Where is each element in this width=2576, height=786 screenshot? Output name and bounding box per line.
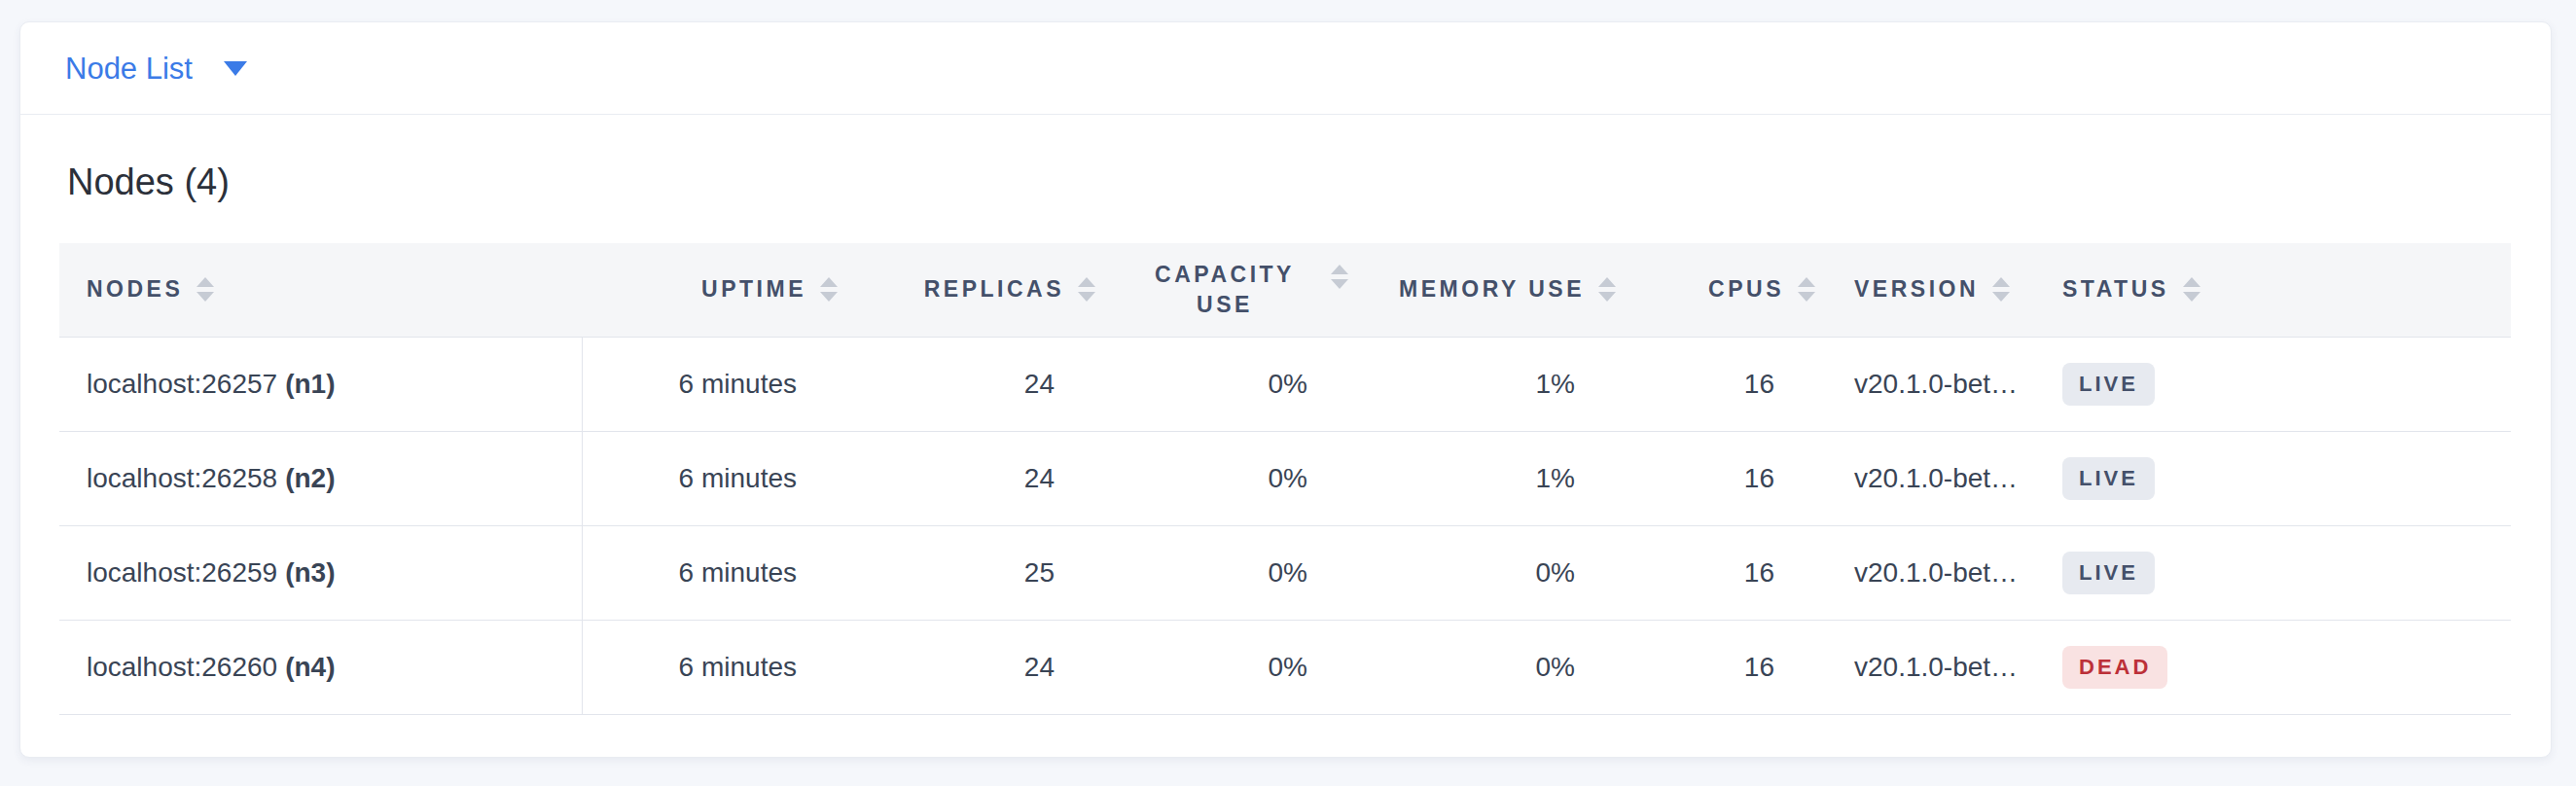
sort-icon[interactable] [820, 277, 838, 302]
memory-use-cell: 1% [1358, 338, 1626, 432]
sort-icon[interactable] [1598, 277, 1616, 302]
caret-down-icon [224, 61, 247, 76]
view-selector-dropdown[interactable]: Node List [65, 54, 247, 84]
status-badge: LIVE [2062, 457, 2155, 500]
memory-use-cell: 0% [1358, 526, 1626, 621]
sort-icon[interactable] [1078, 277, 1095, 302]
uptime-cell: 6 minutes [582, 621, 847, 715]
node-id: (n3) [285, 557, 335, 588]
node-id: (n4) [285, 652, 335, 682]
sort-icon[interactable] [1798, 277, 1815, 302]
column-header-uptime[interactable]: UPTIME [582, 243, 847, 338]
status-badge: DEAD [2062, 646, 2167, 689]
nodes-table: NODES UPTIME REPLICAS CAPACITY USE MEMOR… [59, 243, 2511, 716]
cpus-cell: 16 [1626, 432, 1825, 526]
capacity-use-cell: 0% [1105, 432, 1358, 526]
node-address[interactable]: localhost:26259 [87, 557, 277, 588]
column-header-cpus[interactable]: CPUS [1626, 243, 1825, 338]
version-cell: v20.1.0-bet… [1825, 338, 2049, 432]
uptime-cell: 6 minutes [582, 338, 847, 432]
node-address[interactable]: localhost:26260 [87, 652, 277, 682]
node-id: (n1) [285, 369, 335, 399]
table-row[interactable]: localhost:26260 (n4) 6 minutes 24 0% 0% 1… [59, 621, 2511, 715]
cpus-cell: 16 [1626, 338, 1825, 432]
sort-icon[interactable] [2183, 277, 2200, 302]
node-address[interactable]: localhost:26257 [87, 369, 277, 399]
memory-use-cell: 0% [1358, 621, 1626, 715]
replicas-cell: 24 [847, 432, 1105, 526]
replicas-cell: 25 [847, 526, 1105, 621]
column-header-capacity-use[interactable]: CAPACITY USE [1105, 243, 1358, 338]
column-header-memory-use[interactable]: MEMORY USE [1358, 243, 1626, 338]
cpus-cell: 16 [1626, 526, 1825, 621]
version-cell: v20.1.0-bet… [1825, 432, 2049, 526]
table-header-row: NODES UPTIME REPLICAS CAPACITY USE MEMOR… [59, 243, 2511, 338]
view-selector-bar: Node List [20, 22, 2551, 115]
column-header-version[interactable]: VERSION [1825, 243, 2049, 338]
page-title: Nodes (4) [67, 161, 2512, 204]
replicas-cell: 24 [847, 621, 1105, 715]
uptime-cell: 6 minutes [582, 526, 847, 621]
table-row[interactable]: localhost:26259 (n3) 6 minutes 25 0% 0% 1… [59, 526, 2511, 621]
view-selector-label: Node List [65, 54, 193, 84]
version-cell: v20.1.0-bet… [1825, 526, 2049, 621]
capacity-use-cell: 0% [1105, 526, 1358, 621]
node-list-card: Node List Nodes (4) NODES [19, 21, 2552, 758]
replicas-cell: 24 [847, 338, 1105, 432]
capacity-use-cell: 0% [1105, 621, 1358, 715]
cpus-cell: 16 [1626, 621, 1825, 715]
version-cell: v20.1.0-bet… [1825, 621, 2049, 715]
status-badge: LIVE [2062, 552, 2155, 594]
card-body: Nodes (4) NODES UPTIME [20, 161, 2551, 715]
column-header-replicas[interactable]: REPLICAS [847, 243, 1105, 338]
node-id: (n2) [285, 463, 335, 493]
memory-use-cell: 1% [1358, 432, 1626, 526]
node-address[interactable]: localhost:26258 [87, 463, 277, 493]
column-header-nodes[interactable]: NODES [59, 243, 582, 338]
status-badge: LIVE [2062, 363, 2155, 406]
column-header-status[interactable]: STATUS [2049, 243, 2511, 338]
sort-icon[interactable] [197, 277, 214, 302]
sort-icon[interactable] [1992, 277, 2010, 302]
sort-icon[interactable] [1331, 265, 1348, 289]
capacity-use-cell: 0% [1105, 338, 1358, 432]
uptime-cell: 6 minutes [582, 432, 847, 526]
table-row[interactable]: localhost:26258 (n2) 6 minutes 24 0% 1% 1… [59, 432, 2511, 526]
table-row[interactable]: localhost:26257 (n1) 6 minutes 24 0% 1% 1… [59, 338, 2511, 432]
